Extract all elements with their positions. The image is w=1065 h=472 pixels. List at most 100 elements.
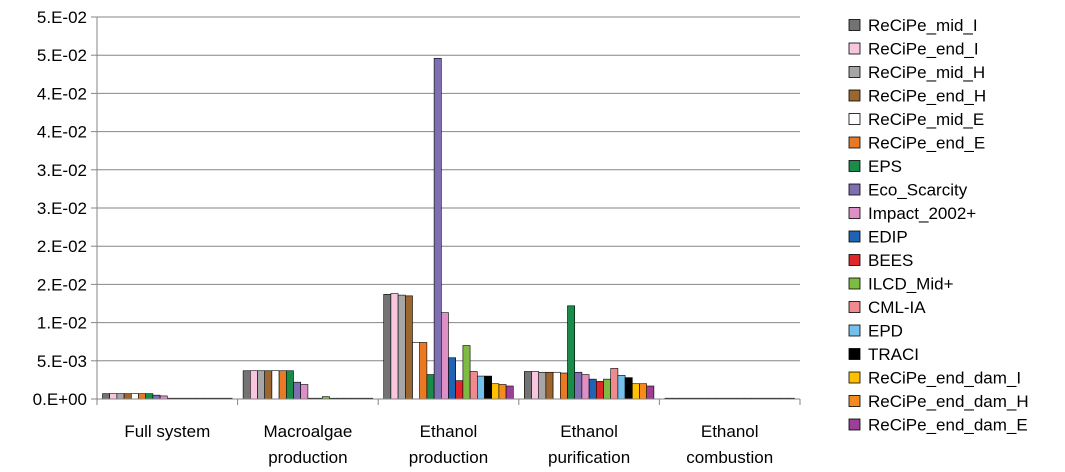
bar xyxy=(588,378,597,400)
category-label: purification xyxy=(548,448,630,467)
legend-label: EPD xyxy=(868,322,903,341)
y-tick-label: 5.E-02 xyxy=(37,46,87,65)
category-label: Macroalgae xyxy=(263,422,352,441)
bar xyxy=(257,370,265,400)
bar xyxy=(285,370,294,400)
bar xyxy=(574,371,583,400)
legend-label: ReCiPe_mid_E xyxy=(868,110,984,129)
bar xyxy=(603,378,611,400)
legend-swatch xyxy=(848,254,861,266)
legend-label: ILCD_Mid+ xyxy=(868,275,954,294)
bar xyxy=(123,393,132,400)
bar xyxy=(390,293,399,400)
y-tick-label: 4.E-02 xyxy=(37,123,87,142)
legend-label: ReCiPe_end_dam_H xyxy=(868,392,1029,411)
bar xyxy=(531,371,539,400)
gridlines xyxy=(97,16,800,362)
legend-swatch xyxy=(848,230,861,243)
y-tick-label: 0.E+00 xyxy=(33,390,87,409)
bar xyxy=(538,371,547,400)
category-label: Ethanol xyxy=(420,422,478,441)
bar xyxy=(639,383,647,400)
legend-swatch xyxy=(848,418,861,431)
legend-swatch xyxy=(848,395,861,407)
legend-label: ReCiPe_end_dam_I xyxy=(868,369,1021,388)
bar xyxy=(440,312,449,400)
legend-label: ReCiPe_mid_H xyxy=(868,63,985,82)
bar xyxy=(567,305,575,400)
axes xyxy=(91,16,801,405)
bars xyxy=(102,57,795,400)
legend-swatch xyxy=(848,183,861,196)
bar xyxy=(300,384,309,400)
legend-label: Eco_Scarcity xyxy=(868,181,968,200)
bar xyxy=(264,370,273,400)
legend-swatch xyxy=(848,301,861,313)
legend-label: ReCiPe_mid_I xyxy=(868,16,978,35)
legend-label: Impact_2002+ xyxy=(868,204,976,223)
legend-label: ReCiPe_end_dam_E xyxy=(868,416,1028,435)
y-tick-label: 5.E-03 xyxy=(37,352,87,371)
legend-swatch xyxy=(848,66,861,78)
category-label: Ethanol xyxy=(560,422,618,441)
bar xyxy=(581,374,590,400)
bar xyxy=(419,342,428,400)
legend-swatch xyxy=(848,89,861,102)
bar xyxy=(138,393,146,400)
legend-label: TRACI xyxy=(868,345,919,364)
bar xyxy=(595,381,604,400)
bar xyxy=(455,380,464,400)
category-labels: Full system Macroalgae production Ethanol pr… xyxy=(124,422,773,467)
bar xyxy=(624,377,633,400)
legend-label: EDIP xyxy=(868,228,908,247)
y-tick-label: 3.E-02 xyxy=(37,199,87,218)
bar xyxy=(469,371,478,400)
bar xyxy=(412,342,420,400)
bar xyxy=(152,394,161,400)
bar xyxy=(293,381,301,400)
legend-swatch xyxy=(848,371,861,384)
y-tick-label: 5.E-02 xyxy=(37,8,87,27)
y-tick-label: 1.E-02 xyxy=(37,314,87,333)
bar xyxy=(559,372,568,400)
y-tick-labels: 0.E+00 5.E-03 1.E-02 2.E-02 2.E-02 3.E-02 3.E-… xyxy=(33,8,87,409)
bar xyxy=(617,375,626,400)
legend-swatch xyxy=(848,324,861,337)
bar xyxy=(505,385,514,400)
y-tick-label: 4.E-02 xyxy=(37,84,87,103)
legend-swatch xyxy=(848,207,861,219)
bar xyxy=(278,370,287,400)
bar xyxy=(631,383,640,400)
y-tick-label: 2.E-02 xyxy=(37,275,87,294)
bar xyxy=(484,375,492,400)
category-label: production xyxy=(268,448,347,467)
bar xyxy=(404,295,413,400)
legend-swatch xyxy=(848,19,861,31)
legend-swatch xyxy=(848,42,861,55)
bar xyxy=(491,383,500,400)
bar xyxy=(433,57,442,400)
bar xyxy=(271,370,280,400)
bar xyxy=(145,393,154,400)
legend-label: ReCiPe_end_E xyxy=(868,134,985,153)
category-label: Full system xyxy=(124,422,210,441)
legend-label: EPS xyxy=(868,157,902,176)
category-label: combustion xyxy=(686,448,773,467)
legend-swatch xyxy=(848,136,861,149)
legend-label: CML-IA xyxy=(868,298,926,317)
y-tick-label: 3.E-02 xyxy=(37,161,87,180)
bar xyxy=(116,393,125,400)
category-label: production xyxy=(409,448,488,467)
bar xyxy=(523,371,532,400)
bar xyxy=(250,370,258,400)
category-label: Ethanol xyxy=(701,422,759,441)
bar xyxy=(109,393,118,400)
bar xyxy=(397,294,406,400)
bar xyxy=(131,393,139,400)
legend-label: BEES xyxy=(868,251,913,270)
legend-label: ReCiPe_end_H xyxy=(868,87,986,106)
legend-swatch xyxy=(848,113,861,125)
bar xyxy=(545,371,554,400)
legend-swatch xyxy=(848,348,861,360)
